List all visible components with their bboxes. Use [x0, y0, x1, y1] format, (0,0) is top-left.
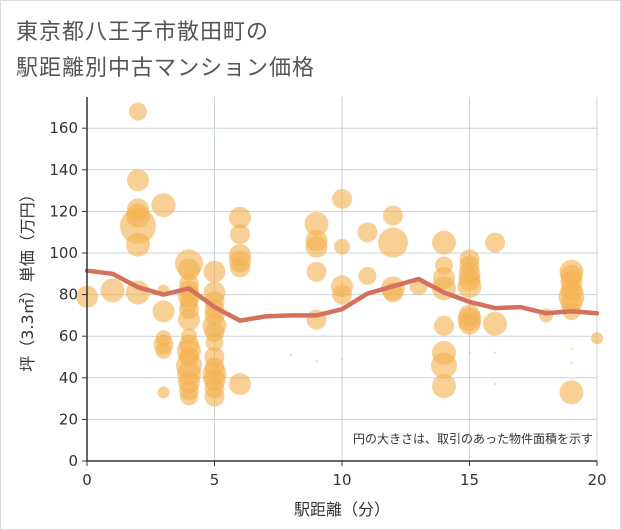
data-bubble — [431, 352, 457, 379]
data-bubble — [152, 300, 175, 323]
y-tick-label: 40 — [59, 369, 78, 387]
data-bubble — [485, 232, 505, 253]
data-bubble — [457, 274, 482, 299]
data-bubble — [230, 257, 250, 278]
axes: 0 20 40 60 80 100 120 140 160 0 5 10 15 20 — [49, 97, 607, 489]
bubble-size-note: 円の大きさは、取引のあった物件面積を示す — [353, 431, 593, 446]
data-bubble — [494, 383, 496, 386]
data-bubble — [157, 386, 170, 399]
data-bubble — [178, 258, 200, 281]
data-bubble — [432, 374, 456, 399]
y-tick-label: 120 — [49, 202, 78, 220]
y-tick-label: 60 — [59, 327, 78, 345]
data-bubble — [205, 333, 224, 352]
data-bubble — [229, 206, 251, 229]
data-bubble — [315, 360, 318, 363]
chart-title-line-1: 東京都八王子市散田町の — [16, 20, 270, 45]
data-bubble — [358, 266, 377, 285]
chart-title-line-2: 駅距離別中古マンション価格 — [16, 56, 316, 81]
data-bubble — [378, 227, 408, 258]
data-bubble — [334, 238, 350, 255]
data-bubble — [304, 211, 329, 236]
data-bubble — [432, 230, 456, 255]
trend-line-group — [84, 268, 600, 323]
y-tick-label: 140 — [49, 161, 78, 179]
data-bubble — [155, 342, 172, 359]
data-bubble — [468, 351, 471, 354]
data-bubble — [204, 386, 225, 407]
data-bubble — [306, 261, 327, 282]
data-bubble — [180, 387, 198, 406]
data-bubble — [151, 193, 176, 218]
data-bubble — [332, 188, 352, 209]
y-tick-label: 100 — [49, 244, 78, 262]
data-bubble — [332, 284, 352, 305]
data-bubble — [178, 308, 200, 331]
data-bubble — [305, 235, 328, 258]
data-bubble — [341, 358, 343, 361]
data-bubble — [229, 373, 251, 396]
y-axis-label: 坪（3.3㎡）単価（万円） — [18, 186, 37, 371]
data-bubble — [434, 315, 454, 336]
data-bubble — [357, 222, 378, 243]
data-bubble — [203, 260, 226, 283]
bubbles — [76, 102, 603, 407]
x-tick-label: 5 — [210, 471, 220, 489]
data-bubble — [494, 351, 496, 354]
data-bubble — [483, 311, 507, 336]
data-bubble — [559, 380, 584, 405]
x-tick-label: 10 — [332, 471, 351, 489]
trend-line — [84, 268, 600, 323]
x-axis-label: 駅距離（分） — [294, 500, 390, 519]
data-bubble — [100, 278, 125, 303]
data-bubble — [230, 224, 250, 245]
x-tick-label: 20 — [587, 471, 606, 489]
x-tick-label: 0 — [82, 471, 92, 489]
y-tick-label: 20 — [59, 410, 78, 428]
data-bubble — [126, 232, 150, 257]
data-bubble — [570, 362, 573, 365]
data-bubble — [458, 312, 481, 335]
data-bubble — [570, 347, 573, 350]
y-tick-label: 0 — [68, 452, 78, 470]
data-bubble — [129, 102, 147, 121]
data-bubble — [120, 207, 156, 244]
data-bubble — [127, 169, 149, 192]
data-bubble — [383, 205, 403, 226]
data-bubble — [290, 353, 292, 356]
x-tick-label: 15 — [460, 471, 479, 489]
data-bubble — [591, 332, 603, 345]
y-tick-label: 160 — [49, 119, 78, 137]
y-tick-label: 80 — [59, 286, 78, 304]
